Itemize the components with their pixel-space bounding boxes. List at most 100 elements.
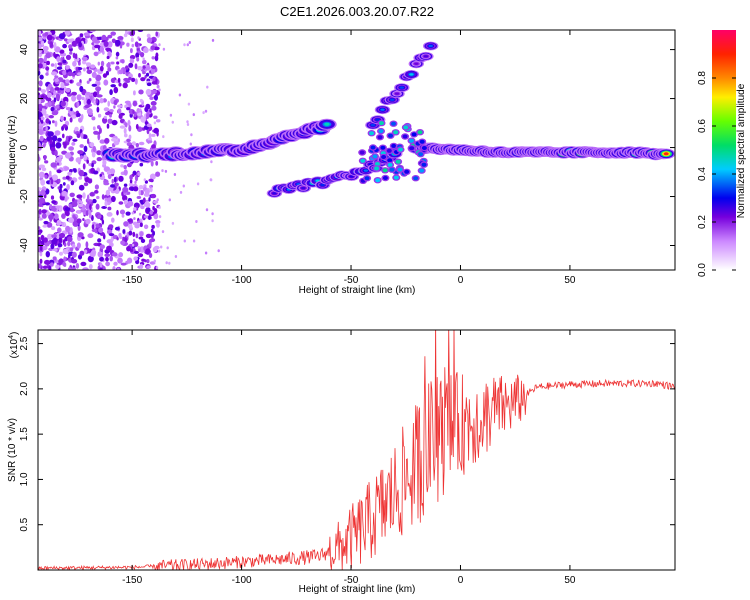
noise-speck <box>108 224 114 230</box>
noise-speck <box>71 91 77 96</box>
noise-speck <box>71 258 78 264</box>
noise-speck <box>195 220 198 223</box>
noise-speck <box>96 157 103 162</box>
noise-speck <box>146 259 150 264</box>
noise-speck <box>118 252 124 258</box>
noise-speck <box>107 118 113 124</box>
noise-speck <box>85 62 92 67</box>
noise-speck <box>97 61 101 66</box>
y-tick-label: -40 <box>19 238 30 253</box>
noise-speck <box>161 169 164 173</box>
noise-speck <box>89 142 95 148</box>
noise-speck <box>79 250 85 256</box>
noise-speck <box>138 141 145 146</box>
noise-speck <box>110 77 116 83</box>
noise-speck <box>76 94 82 101</box>
noise-speck <box>86 92 91 96</box>
noise-speck <box>38 231 42 235</box>
noise-speck <box>148 252 153 258</box>
noise-speck <box>123 199 128 205</box>
noise-speck <box>127 200 134 207</box>
noise-speck <box>183 43 186 47</box>
noise-speck <box>118 175 124 182</box>
noise-speck <box>65 88 71 93</box>
noise-speck <box>186 43 189 47</box>
noise-speck <box>142 57 145 61</box>
noise-speck <box>86 69 93 75</box>
y-tick-label: -20 <box>19 189 30 204</box>
noise-speck <box>210 160 213 164</box>
noise-speck <box>86 66 90 70</box>
noise-speck <box>60 82 65 89</box>
noise-speck <box>162 135 165 139</box>
noise-speck <box>47 233 53 240</box>
noise-speck <box>38 129 44 135</box>
noise-speck <box>123 183 128 187</box>
noise-speck <box>192 239 196 243</box>
noise-speck <box>38 103 43 109</box>
noise-speck <box>128 182 134 187</box>
noise-speck <box>107 34 113 39</box>
noise-speck <box>95 98 98 104</box>
colorbar-tick-label: 0.6 <box>697 119 708 133</box>
noise-speck <box>106 170 110 175</box>
noise-speck <box>111 252 118 257</box>
spectrogram-x-label: Height of straight line (km) <box>299 285 416 296</box>
noise-speck <box>156 198 159 202</box>
noise-speck <box>68 217 75 224</box>
y-tick-label: 0 <box>19 144 30 150</box>
noise-speck <box>67 38 73 43</box>
noise-speck <box>109 242 114 248</box>
noise-speck <box>138 212 142 216</box>
transition-blob <box>369 131 375 136</box>
noise-speck <box>137 36 140 40</box>
noise-speck <box>211 38 215 42</box>
noise-speck <box>152 246 158 253</box>
noise-speck <box>123 221 129 227</box>
noise-speck <box>106 212 113 217</box>
noise-speck <box>151 105 157 111</box>
noise-speck <box>139 162 144 167</box>
noise-speck <box>148 241 152 248</box>
noise-speck <box>38 36 43 42</box>
noise-speck <box>53 42 57 49</box>
noise-speck <box>67 236 73 243</box>
noise-speck <box>74 199 78 203</box>
noise-speck <box>124 122 128 128</box>
noise-speck <box>48 115 54 119</box>
noise-speck <box>56 219 62 226</box>
transition-blob <box>382 176 388 180</box>
noise-speck <box>148 215 151 220</box>
transition-blob <box>387 158 393 163</box>
noise-speck <box>95 203 100 210</box>
transition-blob <box>374 166 380 171</box>
noise-speck <box>50 243 55 250</box>
noise-speck <box>153 115 158 119</box>
noise-speck <box>130 37 134 42</box>
ridge-mark <box>375 118 380 121</box>
noise-speck <box>86 98 91 105</box>
noise-speck <box>145 103 151 110</box>
noise-speck <box>83 32 90 37</box>
noise-speck <box>135 52 140 58</box>
noise-speck <box>51 71 58 76</box>
noise-speck <box>42 224 48 228</box>
noise-speck <box>118 201 124 205</box>
noise-speck <box>123 165 127 170</box>
noise-speck <box>133 256 138 261</box>
transition-blob <box>359 150 365 155</box>
noise-speck <box>45 251 50 258</box>
noise-speck <box>123 169 128 176</box>
noise-speck <box>131 243 135 247</box>
noise-speck <box>52 120 55 124</box>
noise-speck <box>64 30 71 36</box>
noise-speck <box>99 46 105 53</box>
noise-speck <box>143 47 149 54</box>
noise-speck <box>71 114 77 119</box>
noise-speck <box>38 80 43 87</box>
noise-speck <box>64 236 68 242</box>
transition-blob <box>378 129 384 134</box>
noise-speck <box>88 78 92 82</box>
noise-speck <box>46 60 50 66</box>
